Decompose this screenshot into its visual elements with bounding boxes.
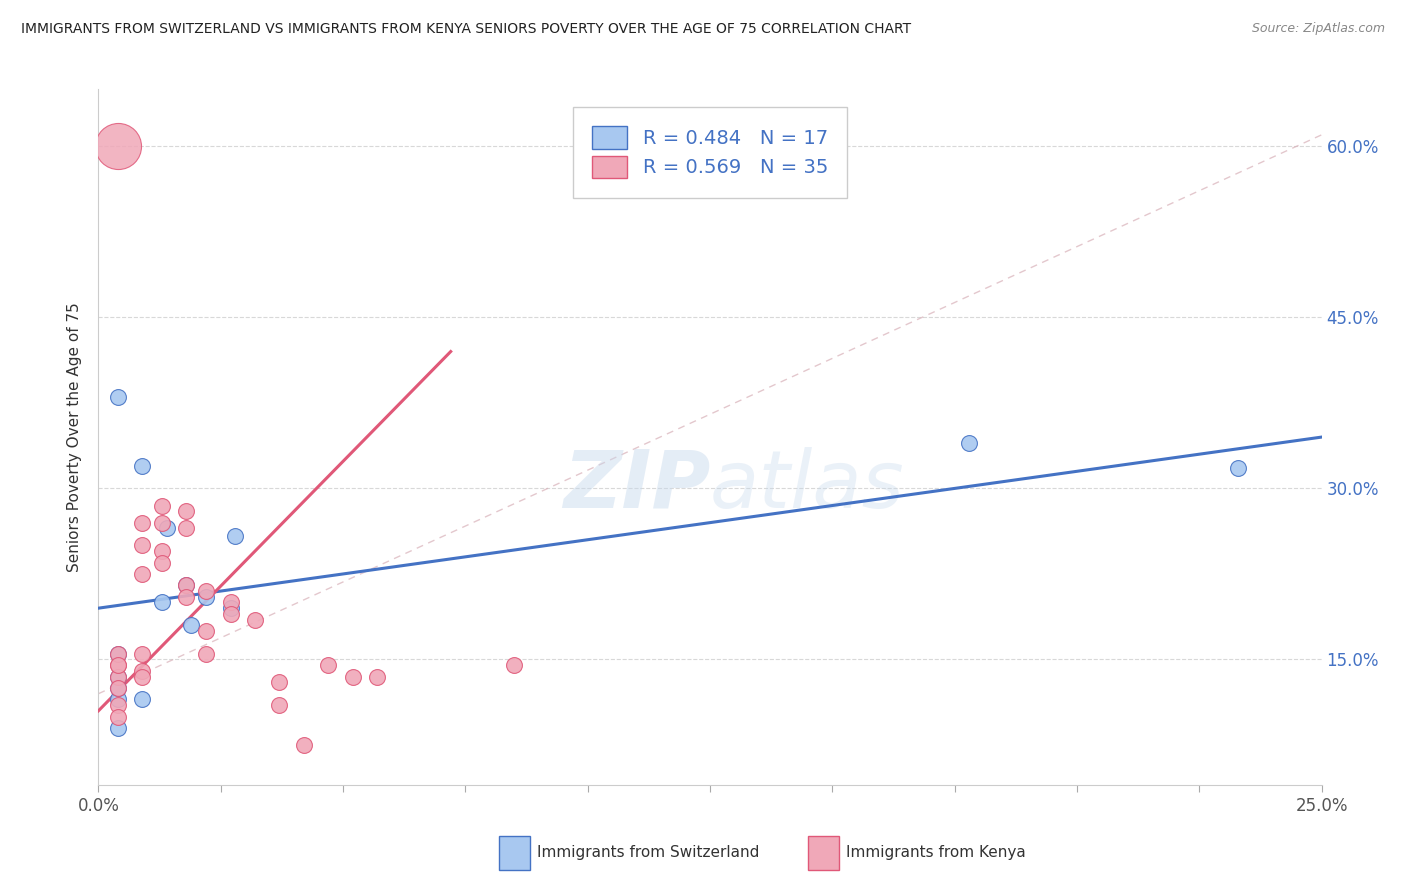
Text: IMMIGRANTS FROM SWITZERLAND VS IMMIGRANTS FROM KENYA SENIORS POVERTY OVER THE AG: IMMIGRANTS FROM SWITZERLAND VS IMMIGRANT… [21, 22, 911, 37]
Point [156, 521, 179, 535]
Point [1227, 461, 1250, 475]
Point [243, 613, 266, 627]
Point [219, 601, 242, 615]
Point [176, 504, 198, 518]
Point [318, 658, 340, 673]
Point [131, 670, 153, 684]
Point [219, 607, 242, 621]
Point [107, 670, 129, 684]
Text: ZIP: ZIP [562, 447, 710, 524]
Point [957, 435, 980, 450]
Point [107, 692, 129, 706]
Point [195, 647, 218, 661]
Point [195, 584, 218, 599]
Point [107, 681, 129, 695]
Point [195, 590, 218, 604]
Point [131, 516, 153, 530]
Point [342, 670, 364, 684]
Point [131, 692, 153, 706]
Point [269, 675, 291, 690]
Text: Immigrants from Switzerland: Immigrants from Switzerland [537, 846, 759, 860]
Point [176, 578, 198, 592]
Point [176, 590, 198, 604]
Point [176, 521, 198, 535]
Point [150, 556, 173, 570]
Point [131, 458, 153, 473]
Point [107, 709, 129, 723]
Point [131, 566, 153, 581]
Point [131, 664, 153, 678]
Point [176, 578, 198, 592]
Point [150, 499, 173, 513]
Point [107, 390, 129, 404]
Y-axis label: Seniors Poverty Over the Age of 75: Seniors Poverty Over the Age of 75 [67, 302, 83, 572]
Text: atlas: atlas [710, 447, 905, 524]
Text: Source: ZipAtlas.com: Source: ZipAtlas.com [1251, 22, 1385, 36]
Point [224, 529, 246, 543]
Point [150, 516, 173, 530]
Point [131, 647, 153, 661]
Point [107, 658, 129, 673]
Point [131, 538, 153, 552]
Point [107, 670, 129, 684]
Point [292, 738, 315, 752]
Point [195, 624, 218, 638]
Point [366, 670, 388, 684]
Point [107, 681, 129, 695]
Point [503, 658, 526, 673]
Text: Immigrants from Kenya: Immigrants from Kenya [846, 846, 1026, 860]
Point [107, 721, 129, 735]
Point [107, 658, 129, 673]
Point [269, 698, 291, 712]
Point [107, 698, 129, 712]
Point [219, 595, 242, 609]
Point [150, 544, 173, 558]
Point [107, 647, 129, 661]
Point [107, 647, 129, 661]
Point [180, 618, 202, 632]
Point [150, 595, 173, 609]
Legend: R = 0.484   N = 17, R = 0.569   N = 35: R = 0.484 N = 17, R = 0.569 N = 35 [578, 112, 842, 192]
Point [107, 139, 129, 153]
